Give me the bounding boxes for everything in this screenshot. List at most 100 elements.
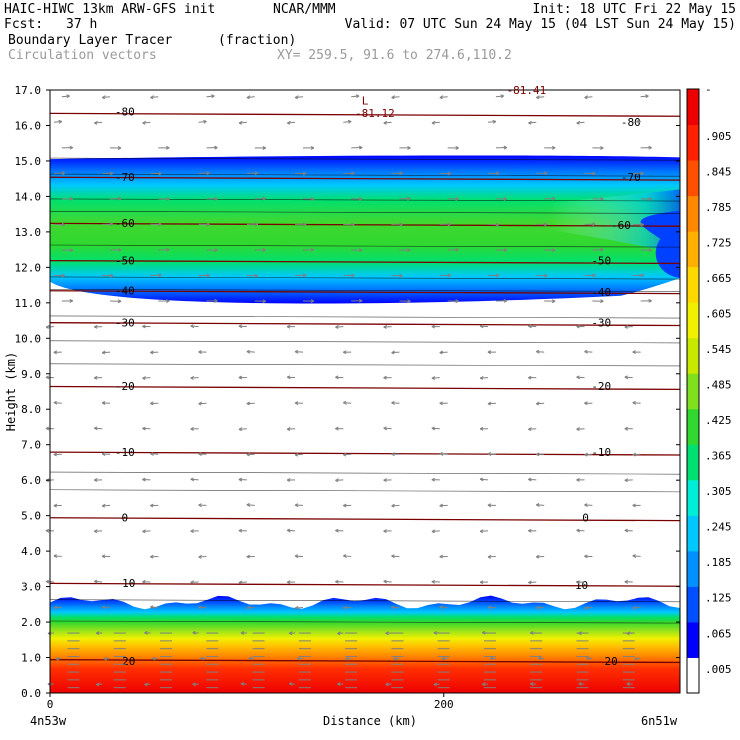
vector-head [600,196,604,201]
vector-head [342,350,347,355]
vector-head [343,452,347,457]
upper-outflow-tracer-fill [50,155,680,304]
colorbar-label: .185 [705,556,732,569]
vector-head [45,426,50,431]
vector-head [192,630,197,635]
vector-head [94,426,98,431]
vector-head [600,299,604,304]
vector-head [500,94,505,99]
vector-head [286,478,291,482]
vector-head [351,222,355,227]
vector-head [158,222,162,227]
vector-head [431,426,436,431]
contour-label: -40 [115,284,135,297]
circulation-vector [632,120,641,123]
vector-head [407,196,411,201]
vector-head [294,503,299,508]
vector-head [551,196,556,201]
circulation-vector [295,453,304,456]
vector-head [648,197,652,202]
vector-head [198,503,202,508]
vector-head [544,171,548,176]
vector-head [240,682,245,686]
vector-head [101,350,106,355]
circulation-vector [536,504,545,506]
circulation-vector [190,325,199,328]
vector-head [337,631,341,636]
circulation-vector [576,121,585,124]
circulation-vector [53,555,62,557]
contour-label: -40 [591,286,611,299]
y-tick-label: 3.0 [21,581,41,594]
vector-head [433,630,438,635]
vector-head [238,477,243,482]
vector-head [61,171,66,176]
circulation-vector [53,120,62,123]
vector-head [528,580,532,585]
vector-head [439,451,444,456]
vector-head [358,248,363,253]
colorbar-swatch [687,373,699,410]
circulation-vector [480,325,489,328]
vector-head [528,324,532,329]
vector-head [61,222,66,227]
vector-head [383,375,387,380]
vector-head [551,145,556,150]
outflow-edge-fill [640,210,680,278]
circulation-vector [335,326,344,328]
vector-head [632,605,637,610]
vector-head [142,324,146,329]
vector-head [144,630,148,635]
vector-head [254,222,259,227]
circulation-vector [198,555,207,558]
contour-label: -20 [591,380,611,393]
vector-head [447,273,452,278]
vector-head [624,579,629,584]
vector-head [286,580,291,585]
vector-head [399,273,403,278]
y-axis-label: Height (km) [4,352,18,431]
circulation-vector [351,95,360,98]
vector-head [578,681,583,686]
circulation-vector [246,351,255,353]
vector-head [495,222,500,227]
vector-head [109,222,114,227]
circulation-vector [576,376,585,379]
thin-contour-line [49,276,681,280]
vector-head [142,426,146,431]
temperature-contour [49,112,681,117]
vector-head [624,375,629,380]
circulation-vector [206,95,215,98]
y-tick-label: 9.0 [21,368,41,381]
circulation-vector [142,377,151,379]
circulation-vector [487,555,496,558]
circulation-vector [536,402,545,405]
vector-head [214,145,218,150]
vector-head [431,376,436,380]
vector-head [302,171,307,176]
vector-head [335,528,339,533]
vector-head [383,478,387,483]
vector-head [69,298,74,303]
vector-head [246,605,251,610]
vector-head [487,350,492,355]
vector-head [576,120,581,125]
contour-label: -60 [611,219,631,232]
vector-head [503,298,508,303]
circulation-vector [335,479,344,481]
vector-head [648,145,652,150]
vector-head [45,528,50,533]
vector-head [391,350,395,355]
x-tick-label: 0 [47,698,54,711]
circulation-vector [246,504,255,506]
circulation-vector [391,504,400,507]
vector-head [93,375,98,380]
circulation-vector [102,504,111,507]
vector-head [142,120,147,125]
circulation-vector [142,530,151,532]
vector-head [576,375,580,380]
vector-head [192,682,196,687]
vector-head [69,196,74,201]
vector-head [101,554,106,559]
vector-head [343,554,347,559]
